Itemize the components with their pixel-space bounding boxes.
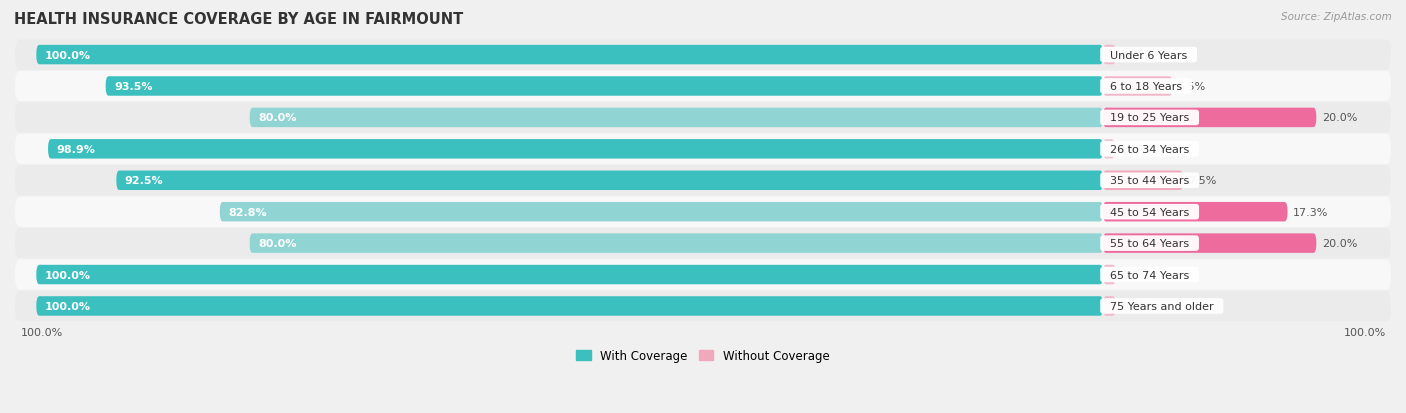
FancyBboxPatch shape	[1102, 297, 1116, 316]
Text: 100.0%: 100.0%	[1343, 327, 1386, 337]
Text: 100.0%: 100.0%	[20, 327, 63, 337]
FancyBboxPatch shape	[15, 260, 1391, 290]
FancyBboxPatch shape	[1102, 171, 1182, 190]
Text: 45 to 54 Years: 45 to 54 Years	[1102, 207, 1197, 217]
Text: HEALTH INSURANCE COVERAGE BY AGE IN FAIRMOUNT: HEALTH INSURANCE COVERAGE BY AGE IN FAIR…	[14, 12, 464, 27]
FancyBboxPatch shape	[250, 234, 1102, 253]
Text: 0.0%: 0.0%	[1121, 50, 1149, 60]
Text: 65 to 74 Years: 65 to 74 Years	[1102, 270, 1197, 280]
FancyBboxPatch shape	[15, 40, 1391, 71]
Text: 98.9%: 98.9%	[56, 145, 96, 154]
FancyBboxPatch shape	[1102, 140, 1115, 159]
FancyBboxPatch shape	[37, 265, 1102, 285]
Text: 82.8%: 82.8%	[228, 207, 267, 217]
FancyBboxPatch shape	[1102, 108, 1316, 128]
FancyBboxPatch shape	[15, 197, 1391, 227]
Legend: With Coverage, Without Coverage: With Coverage, Without Coverage	[572, 344, 834, 367]
FancyBboxPatch shape	[15, 72, 1391, 102]
Text: 6 to 18 Years: 6 to 18 Years	[1102, 82, 1189, 92]
FancyBboxPatch shape	[1102, 202, 1288, 222]
Text: 0.0%: 0.0%	[1121, 301, 1149, 311]
Text: 20.0%: 20.0%	[1322, 113, 1357, 123]
FancyBboxPatch shape	[1102, 234, 1316, 253]
FancyBboxPatch shape	[1102, 265, 1116, 285]
Text: 19 to 25 Years: 19 to 25 Years	[1102, 113, 1197, 123]
Text: 92.5%: 92.5%	[125, 176, 163, 186]
Text: 20.0%: 20.0%	[1322, 239, 1357, 249]
Text: 6.5%: 6.5%	[1178, 82, 1206, 92]
FancyBboxPatch shape	[1102, 77, 1173, 97]
Text: 93.5%: 93.5%	[114, 82, 153, 92]
FancyBboxPatch shape	[117, 171, 1102, 190]
Text: 100.0%: 100.0%	[45, 301, 91, 311]
Text: 17.3%: 17.3%	[1294, 207, 1329, 217]
FancyBboxPatch shape	[37, 297, 1102, 316]
FancyBboxPatch shape	[105, 77, 1102, 97]
FancyBboxPatch shape	[219, 202, 1102, 222]
FancyBboxPatch shape	[15, 166, 1391, 196]
Text: Source: ZipAtlas.com: Source: ZipAtlas.com	[1281, 12, 1392, 22]
FancyBboxPatch shape	[250, 108, 1102, 128]
Text: 100.0%: 100.0%	[45, 50, 91, 60]
FancyBboxPatch shape	[48, 140, 1102, 159]
Text: 80.0%: 80.0%	[259, 113, 297, 123]
Text: Under 6 Years: Under 6 Years	[1102, 50, 1194, 60]
FancyBboxPatch shape	[15, 134, 1391, 164]
Text: 80.0%: 80.0%	[259, 239, 297, 249]
Text: 26 to 34 Years: 26 to 34 Years	[1102, 145, 1197, 154]
Text: 35 to 44 Years: 35 to 44 Years	[1102, 176, 1197, 186]
FancyBboxPatch shape	[37, 46, 1102, 65]
Text: 75 Years and older: 75 Years and older	[1102, 301, 1220, 311]
FancyBboxPatch shape	[15, 291, 1391, 321]
FancyBboxPatch shape	[15, 103, 1391, 133]
FancyBboxPatch shape	[1102, 46, 1116, 65]
Text: 7.5%: 7.5%	[1188, 176, 1216, 186]
Text: 1.1%: 1.1%	[1121, 145, 1149, 154]
Text: 0.0%: 0.0%	[1121, 270, 1149, 280]
Text: 100.0%: 100.0%	[45, 270, 91, 280]
Text: 55 to 64 Years: 55 to 64 Years	[1102, 239, 1197, 249]
FancyBboxPatch shape	[15, 228, 1391, 259]
